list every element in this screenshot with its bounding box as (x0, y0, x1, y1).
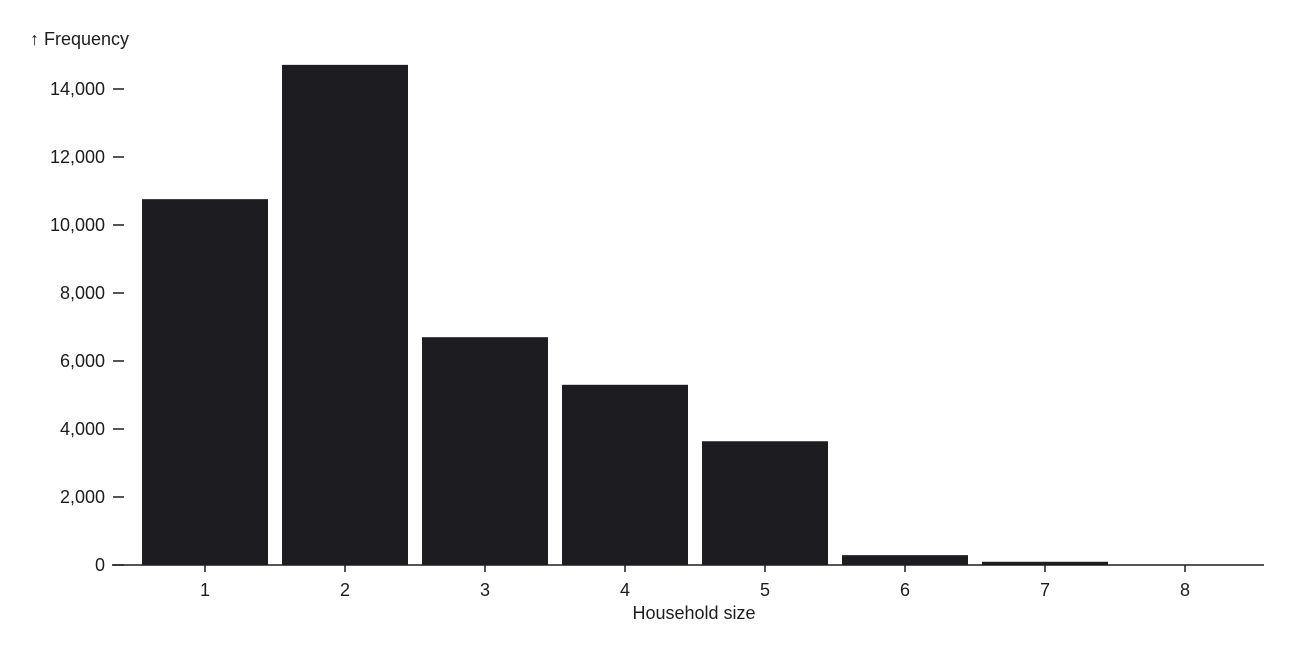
x-axis-title: Household size (632, 603, 755, 623)
y-tick-label-6000: 6,000 (60, 351, 105, 371)
x-tick-label-5: 5 (760, 580, 770, 600)
x-tick-label-2: 2 (340, 580, 350, 600)
x-axis: 1 2 3 4 5 6 7 8 (112, 564, 1264, 600)
x-tick-label-6: 6 (900, 580, 910, 600)
bars-group (142, 64, 1248, 566)
y-tick-label-0: 0 (95, 555, 105, 575)
y-axis: 0 2,000 4,000 6,000 8,000 10,000 12,000 14,000 (50, 79, 124, 575)
bar-2 (282, 64, 408, 566)
y-tick-label-10000: 10,000 (50, 215, 105, 235)
bar-5 (702, 441, 828, 565)
x-tick-label-4: 4 (620, 580, 630, 600)
y-tick-label-14000: 14,000 (50, 79, 105, 99)
x-tick-label-1: 1 (200, 580, 210, 600)
x-tick-label-8: 8 (1180, 580, 1190, 600)
x-tick-label-7: 7 (1040, 580, 1050, 600)
bar-7 (982, 561, 1108, 565)
bar-1 (142, 199, 268, 565)
y-axis-title: ↑ Frequency (30, 29, 129, 49)
bar-3 (422, 337, 548, 565)
bar-4 (562, 384, 688, 565)
x-tick-label-3: 3 (480, 580, 490, 600)
y-tick-label-4000: 4,000 (60, 419, 105, 439)
y-tick-label-2000: 2,000 (60, 487, 105, 507)
y-tick-label-8000: 8,000 (60, 283, 105, 303)
y-tick-label-12000: 12,000 (50, 147, 105, 167)
bar-6 (842, 555, 968, 565)
